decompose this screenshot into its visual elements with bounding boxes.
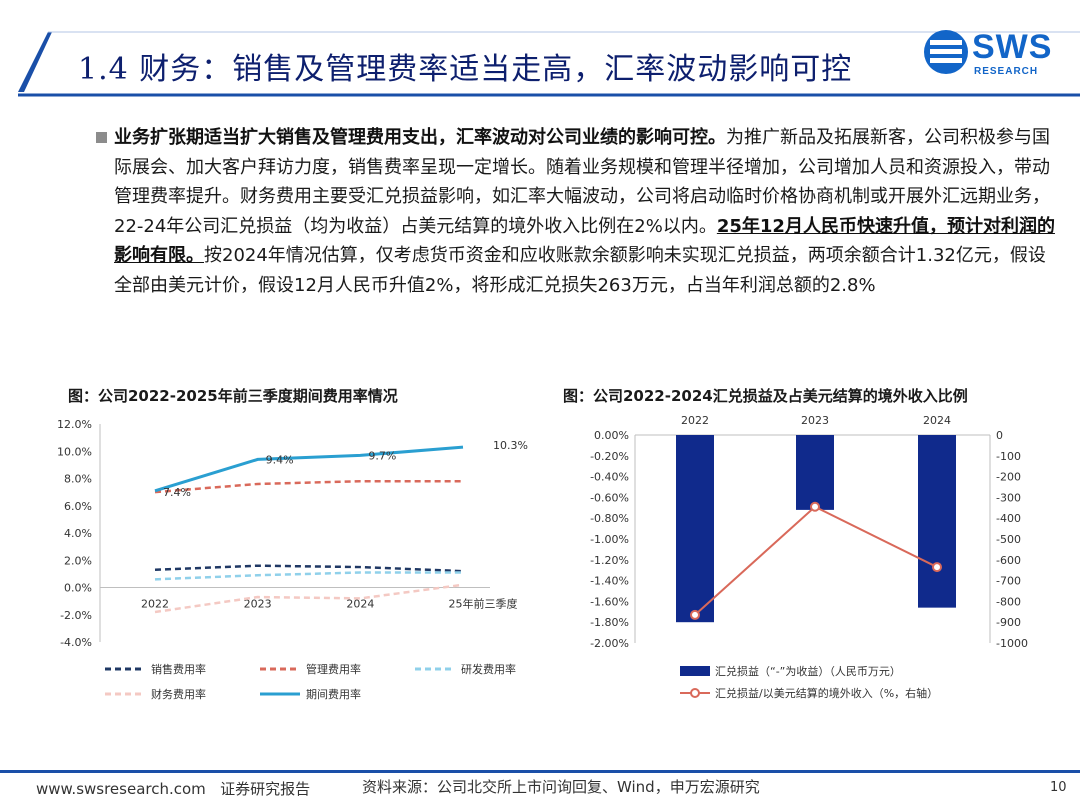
series-line	[154, 571, 463, 581]
legend-label: 汇兑损益/以美元结算的境外收入（%，右轴）	[715, 686, 938, 700]
right-tick-label: -500	[996, 533, 1021, 546]
series-line	[154, 564, 464, 573]
right-tick-label: -800	[996, 595, 1021, 608]
legend-label: 销售费用率	[151, 662, 206, 676]
body-part2: 按2024年情况估算，仅考虑货币资金和应收账款余额影响未实现汇兑损益，两项余额合…	[114, 245, 1046, 296]
y-tick-label: 2.0%	[64, 554, 92, 567]
y-tick-label: 8.0%	[64, 473, 92, 486]
summary-paragraph: 业务扩张期适当扩大销售及管理费用支出，汇率波动对公司业绩的影响可控。为推广新品及…	[96, 123, 1056, 300]
fx-gain-bar	[676, 435, 714, 623]
right-tick-label: -700	[996, 575, 1021, 588]
data-label: 7.4%	[163, 486, 191, 499]
right-tick-label: -600	[996, 554, 1021, 567]
y-tick-label: -4.0%	[60, 636, 92, 649]
lead-sentence: 业务扩张期适当扩大销售及管理费用支出，汇率波动对公司业绩的影响可控。	[114, 127, 726, 148]
left-tick-label: -2.00%	[590, 637, 629, 650]
right-tick-label: -300	[996, 491, 1021, 504]
body-part1: 为推广新品及拓展新客，公司积极参与国际展会、加大客户拜访力度，销售费率呈现一定增…	[114, 127, 1050, 237]
header: 1.4 财务：销售及管理费率适当走高，汇率波动影响可控 SWS RESEARCH	[0, 0, 1080, 110]
ratio-line	[694, 505, 938, 616]
bullet-icon	[96, 132, 107, 143]
x-tick-label: 2024	[923, 414, 951, 427]
series-line	[154, 445, 464, 493]
footer-label: 证券研究报告	[220, 780, 311, 798]
fx-gain-bar	[918, 435, 956, 608]
left-tick-label: -0.80%	[590, 512, 629, 525]
footer-website[interactable]: www.swsresearch.com	[36, 780, 206, 798]
title-frame	[18, 31, 1080, 97]
y-tick-label: 6.0%	[64, 500, 92, 513]
page-title: 1.4 财务：销售及管理费率适当走高，汇率波动影响可控	[78, 52, 853, 87]
right-tick-label: 0	[996, 429, 1003, 442]
left-tick-label: -0.20%	[590, 450, 629, 463]
data-label: 9.7%	[368, 449, 396, 462]
left-tick-label: -1.20%	[590, 554, 629, 567]
right-tick-label: -200	[996, 471, 1021, 484]
data-label: 10.3%	[493, 439, 528, 452]
highlight-sentence: 25年12月人民币快速升值，预计对利润的影响有限。	[114, 215, 1055, 267]
legend-label: 期间费用率	[306, 687, 361, 701]
x-tick-label: 2022	[141, 598, 169, 611]
right-tick-label: -1000	[996, 637, 1028, 650]
legend-label: 研发费用率	[461, 662, 516, 676]
left-tick-label: -1.40%	[590, 575, 629, 588]
x-tick-label: 2023	[801, 414, 829, 427]
ratio-point	[690, 609, 700, 620]
legend-swatch	[690, 688, 700, 698]
y-tick-label: -2.0%	[60, 609, 92, 622]
x-tick-label: 25年前三季度	[449, 597, 518, 611]
x-tick-label: 2022	[681, 414, 709, 427]
chart2-title: 图：公司2022-2024汇兑损益及占美元结算的境外收入比例	[563, 387, 968, 405]
chart1-title: 图：公司2022-2025年前三季度期间费用率情况	[68, 387, 398, 405]
left-tick-label: 0.00%	[594, 429, 629, 442]
y-tick-label: 10.0%	[57, 445, 92, 458]
sws-logo: SWS RESEARCH	[922, 26, 1062, 82]
left-tick-label: -1.80%	[590, 616, 629, 629]
y-tick-label: 12.0%	[57, 418, 92, 431]
legend-label: 管理费用率	[306, 662, 361, 676]
legend-label: 汇兑损益（“-”为收益）（人民币万元）	[715, 664, 901, 678]
page-number: 10	[1050, 780, 1067, 795]
fx-gain-bar	[796, 435, 834, 510]
right-tick-label: -100	[996, 450, 1021, 463]
ratio-point	[932, 562, 942, 573]
ratio-point	[810, 501, 820, 512]
series-line	[154, 583, 464, 614]
footer-left: www.swsresearch.com 证券研究报告	[36, 778, 310, 799]
series-line	[154, 479, 463, 494]
y-tick-label: 4.0%	[64, 527, 92, 540]
right-tick-label: -400	[996, 512, 1021, 525]
fx-gain-chart: 0.00% -0.20% -0.40% -0.60% -0.80% -1.00% -1.20…	[590, 414, 1028, 700]
logo-icon	[924, 30, 968, 74]
x-tick-label: 2024	[346, 598, 374, 611]
logo-text: SWS	[972, 28, 1053, 66]
left-tick-label: -0.60%	[590, 491, 629, 504]
left-tick-label: -1.00%	[590, 533, 629, 546]
legend-label: 财务费用率	[151, 687, 206, 701]
data-label: 9.4%	[266, 453, 294, 466]
y-tick-label: 0.0%	[64, 582, 92, 595]
footer-divider	[0, 770, 1080, 773]
legend-swatch	[680, 666, 710, 676]
expense-ratio-chart: 12.0% 10.0% 8.0% 6.0% 4.0% 2.0% 0.0% -2.0% -4.0%…	[57, 418, 528, 701]
right-tick-label: -900	[996, 616, 1021, 629]
data-source: 资料来源：公司北交所上市问询回复、Wind，申万宏源研究	[362, 778, 760, 796]
logo-subtext: RESEARCH	[974, 66, 1039, 77]
left-tick-label: -1.60%	[590, 595, 629, 608]
x-tick-label: 2023	[244, 598, 272, 611]
left-tick-label: -0.40%	[590, 471, 629, 484]
